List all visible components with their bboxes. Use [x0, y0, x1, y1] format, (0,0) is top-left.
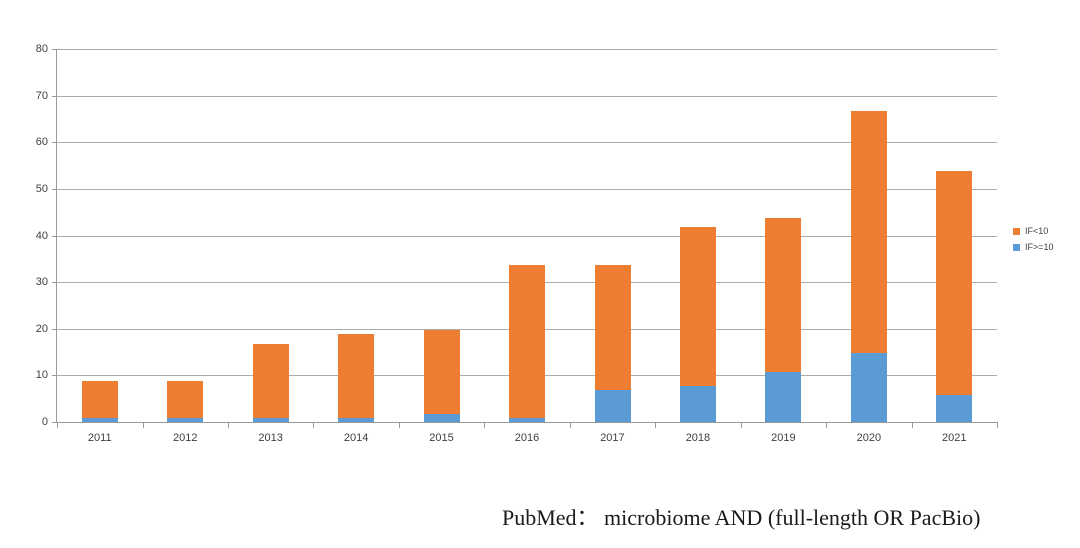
bar-segment: [81, 418, 118, 423]
x-axis-line: [57, 422, 998, 423]
x-axis-tick: [398, 423, 400, 428]
x-axis-label: 2017: [600, 432, 625, 444]
gridline: [57, 235, 997, 237]
bar-segment: [850, 353, 887, 423]
x-axis-tick: [142, 423, 144, 428]
bar-segment: [423, 329, 460, 414]
bar-segment: [509, 264, 545, 419]
x-axis-tick: [826, 423, 828, 428]
gridline: [57, 95, 997, 97]
bar-segment: [338, 418, 375, 423]
x-axis-tick: [997, 423, 998, 428]
y-axis-tick: [52, 282, 57, 284]
bar-segment: [594, 390, 631, 423]
y-axis-label: 80: [35, 43, 48, 55]
x-axis-label: 2020: [856, 432, 882, 444]
y-axis-label: 10: [35, 369, 48, 382]
bar-segment: [594, 264, 631, 391]
y-axis-tick: [52, 142, 57, 144]
bar-segment: [765, 217, 802, 372]
y-axis-label: 20: [35, 322, 48, 335]
x-axis-tick: [655, 423, 657, 428]
y-axis-tick: [52, 328, 57, 330]
y-axis-tick: [52, 49, 57, 50]
bar-segment: [679, 227, 716, 386]
legend-item: IF>=10: [1013, 242, 1054, 253]
bar-segment: [936, 395, 973, 423]
x-axis-tick: [911, 423, 913, 428]
bar-segment: [167, 418, 204, 423]
y-axis-label: 40: [35, 229, 48, 242]
legend-color-swatch: [1013, 244, 1020, 251]
y-axis-label: 70: [35, 89, 48, 102]
x-axis-tick: [227, 423, 229, 428]
legend-color-swatch: [1013, 228, 1020, 235]
y-axis-label: 50: [35, 182, 48, 195]
x-axis-label: 2014: [343, 432, 369, 444]
x-axis-tick: [740, 423, 742, 428]
x-axis-label: 2021: [942, 432, 967, 444]
y-axis-label: 30: [35, 276, 48, 289]
bar-segment: [252, 343, 289, 419]
bar-segment: [936, 171, 973, 395]
bar-segment: [252, 418, 289, 423]
x-axis-tick: [57, 423, 58, 428]
y-axis-tick: [52, 188, 57, 190]
chart-caption: PubMed： microbiome AND (full-length OR P…: [502, 505, 981, 530]
x-axis-label: 2012: [173, 432, 198, 444]
y-axis-tick: [52, 235, 57, 237]
bar-segment: [679, 385, 716, 423]
bar-segment: [81, 381, 118, 419]
gridline: [57, 49, 997, 50]
y-axis-tick: [52, 95, 57, 97]
x-axis-label: 2018: [685, 432, 711, 444]
x-axis-label: 2016: [514, 432, 540, 444]
bar-segment: [850, 110, 887, 353]
legend-label: IF>=10: [1025, 242, 1054, 252]
bar-segment: [338, 334, 375, 419]
y-axis-label: 60: [35, 136, 48, 149]
x-axis-tick: [569, 423, 571, 428]
bar-segment: [167, 381, 204, 419]
bar-segment: [765, 371, 802, 423]
bar-segment: [423, 413, 460, 423]
y-axis-tick: [52, 422, 57, 423]
x-axis-tick: [484, 423, 486, 428]
legend-item: IF<10: [1013, 226, 1054, 237]
x-axis-label: 2013: [258, 432, 283, 444]
y-axis-label: 0: [41, 416, 48, 428]
x-axis-label: 2019: [771, 432, 796, 444]
gridline: [57, 188, 997, 190]
y-axis-line: [56, 49, 57, 423]
bar-segment: [509, 418, 545, 423]
legend: IF<10 IF>=10: [1013, 226, 1054, 253]
y-axis-tick: [52, 375, 57, 377]
x-axis-label: 2015: [429, 432, 454, 444]
gridline: [57, 142, 997, 144]
x-axis-tick: [313, 423, 315, 428]
x-axis-label: 2011: [87, 432, 112, 444]
legend-label: IF<10: [1025, 226, 1049, 236]
